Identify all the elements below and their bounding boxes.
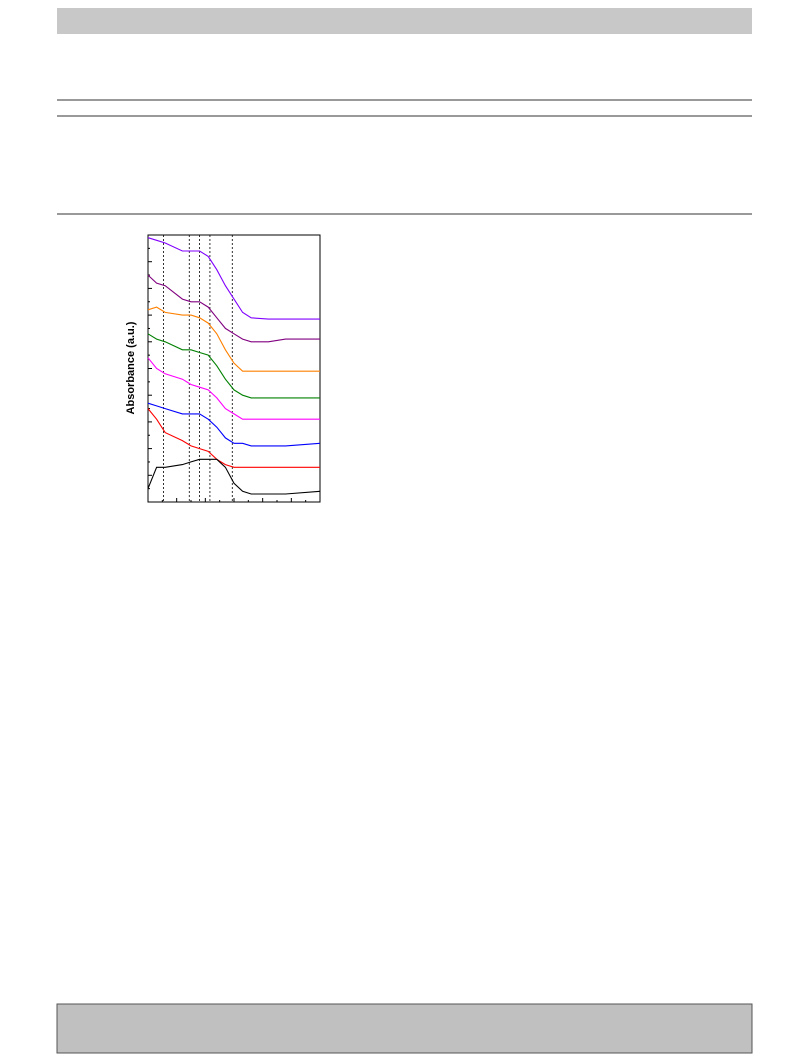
series-line (147, 333, 320, 399)
series-line (147, 237, 320, 320)
header-bar (57, 8, 752, 34)
footer-box (56, 1003, 753, 1054)
series-line (147, 306, 320, 372)
series-line (147, 408, 320, 468)
y-axis-label: Absorbance (a.u.) (125, 321, 137, 414)
plot-frame (147, 234, 321, 503)
series-line (147, 274, 320, 343)
series-line (147, 357, 320, 420)
series-line (147, 458, 321, 495)
series-line (147, 402, 321, 447)
